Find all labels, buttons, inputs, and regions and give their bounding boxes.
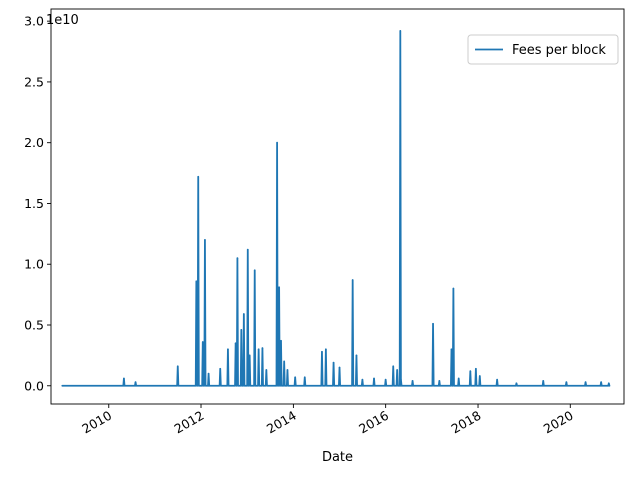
data-point <box>475 367 477 370</box>
data-point <box>261 347 264 349</box>
data-point <box>608 382 610 385</box>
data-point <box>243 313 245 315</box>
data-point <box>325 348 327 351</box>
y-tick-label: 1.0 <box>24 257 44 272</box>
series-layer <box>61 29 611 387</box>
data-point <box>246 248 249 251</box>
data-point <box>257 348 260 351</box>
data-point <box>565 381 568 383</box>
y-tick-label: 3.0 <box>24 14 44 29</box>
x-axis-label: Date <box>322 450 353 465</box>
legend-label-fees-per-block: Fees per block <box>512 43 606 58</box>
y-tick-label: 0.5 <box>24 318 44 333</box>
data-point <box>253 269 256 272</box>
data-point <box>234 342 237 345</box>
y-tick-label: 0.0 <box>24 378 44 393</box>
data-point <box>361 378 364 381</box>
data-point <box>584 381 587 383</box>
data-point <box>280 340 282 342</box>
data-point <box>457 377 460 380</box>
data-point <box>176 365 179 368</box>
legend-box <box>467 34 619 65</box>
data-point <box>411 380 414 382</box>
data-point <box>399 30 402 32</box>
plot-area <box>50 8 625 405</box>
y-tick-label: 2.0 <box>24 135 44 150</box>
data-point <box>432 322 434 325</box>
data-point <box>351 279 354 281</box>
legend: Fees per block <box>467 34 619 65</box>
data-point <box>515 382 518 385</box>
data-point <box>204 239 206 241</box>
data-point <box>332 361 335 364</box>
data-point <box>201 341 204 343</box>
data-point <box>338 366 341 369</box>
data-point <box>469 370 472 372</box>
data-point <box>450 348 453 351</box>
data-point <box>400 378 402 381</box>
data-point <box>600 381 602 383</box>
data-point <box>542 380 545 382</box>
data-point <box>286 369 289 371</box>
data-point <box>240 329 243 331</box>
data-point <box>207 372 210 375</box>
data-point <box>294 376 296 379</box>
data-point <box>219 367 222 370</box>
data-point <box>321 350 323 353</box>
y-tick-label: 1.5 <box>24 196 44 211</box>
data-point <box>197 175 200 178</box>
y-axis: 0.0 0.5 1.0 1.5 2.0 2.5 3.0 <box>24 14 51 393</box>
data-point <box>62 384 64 387</box>
data-point <box>303 376 306 379</box>
data-point <box>283 360 285 363</box>
data-point <box>438 380 441 382</box>
data-point <box>265 369 268 371</box>
data-point <box>123 377 125 380</box>
y-offset-label: 1e10 <box>46 13 79 28</box>
y-tick-label: 2.5 <box>24 74 44 89</box>
plot-frame <box>50 8 625 405</box>
data-point <box>227 348 229 351</box>
data-point <box>384 378 387 381</box>
data-point <box>452 287 455 290</box>
data-point <box>373 377 375 380</box>
data-point <box>134 381 137 383</box>
data-point <box>396 369 398 371</box>
data-point <box>195 280 198 283</box>
data-point <box>236 257 239 259</box>
data-point <box>355 354 358 357</box>
data-point <box>278 286 280 289</box>
data-point <box>496 378 498 381</box>
data-point <box>479 375 481 377</box>
data-point <box>248 354 251 357</box>
data-point <box>276 141 278 144</box>
data-point <box>392 365 395 368</box>
